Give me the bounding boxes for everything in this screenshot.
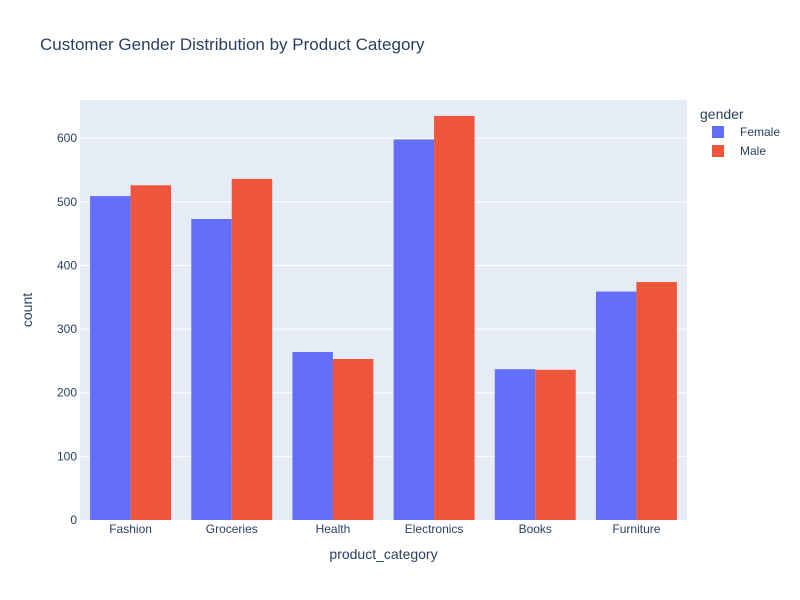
- y-tick-label: 500: [57, 195, 77, 209]
- y-axis-ticks: 0 100 200 300 400 500 600: [57, 131, 77, 527]
- legend-title: gender: [700, 106, 744, 122]
- plot-area: [80, 100, 687, 520]
- y-tick-label: 100: [57, 449, 77, 463]
- x-tick-label: Furniture: [612, 522, 660, 536]
- bar-male-fashion: [130, 185, 172, 521]
- x-axis-title: product_category: [329, 546, 437, 562]
- bar-female-groceries: [191, 219, 232, 520]
- bar-male-books: [535, 369, 576, 520]
- legend: gender Female Male: [700, 106, 780, 158]
- bar-male-electronics: [434, 115, 475, 520]
- bar-male-health: [332, 359, 374, 520]
- y-axis-title: count: [19, 293, 35, 327]
- bar-male-groceries: [231, 178, 273, 520]
- bar-female-fashion: [90, 196, 131, 520]
- x-tick-label: Health: [316, 522, 351, 536]
- bar-male-furniture: [636, 282, 677, 520]
- bars: [90, 115, 677, 521]
- bar-female-electronics: [393, 139, 435, 521]
- x-tick-label: Electronics: [405, 522, 464, 536]
- bar-female-furniture: [595, 291, 637, 520]
- legend-label-female: Female: [740, 125, 780, 139]
- bar-female-health: [292, 352, 333, 520]
- chart-title: Customer Gender Distribution by Product …: [40, 35, 425, 54]
- gridlines: [80, 137, 687, 457]
- y-tick-label: 300: [57, 322, 77, 336]
- x-axis-ticks: Fashion Groceries Health Electronics Books Fu…: [109, 522, 661, 536]
- y-tick-label: 0: [70, 513, 77, 527]
- x-tick-label: Groceries: [206, 522, 258, 536]
- x-tick-label: Books: [519, 522, 552, 536]
- legend-label-male: Male: [740, 144, 766, 158]
- y-tick-label: 600: [57, 131, 77, 145]
- x-tick-label: Fashion: [109, 522, 152, 536]
- bar-female-books: [494, 369, 536, 520]
- y-tick-label: 200: [57, 386, 77, 400]
- legend-swatch-female: [712, 126, 724, 138]
- legend-swatch-male: [712, 145, 724, 157]
- y-tick-label: 400: [57, 258, 77, 272]
